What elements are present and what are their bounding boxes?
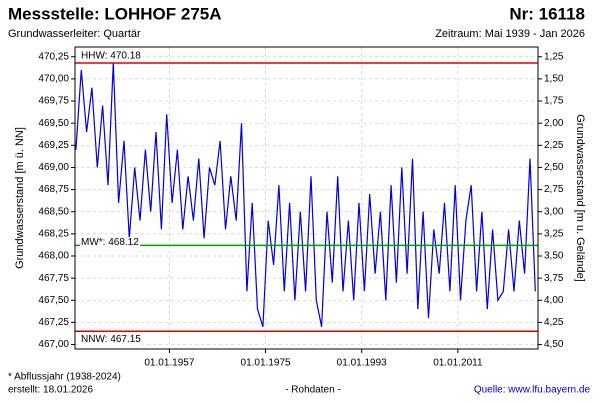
data-note: - Rohdaten - xyxy=(285,385,341,396)
y-tick-label: 467,25 xyxy=(38,317,69,328)
source-link[interactable]: Quelle: www.lfu.bayern.de xyxy=(474,385,591,396)
chart-title: Messstelle: LOHHOF 275A xyxy=(8,4,222,23)
y-tick-label: 467,00 xyxy=(38,339,69,350)
reference-label-bg xyxy=(80,333,143,345)
y-tick-label: 470,25 xyxy=(38,51,69,62)
y2-tick-label: 4,50 xyxy=(544,339,564,350)
reference-label: HHW: 470.18 xyxy=(81,51,141,62)
y2-tick-label: 1,50 xyxy=(544,74,564,85)
reference-label: MW*: 468.12 xyxy=(81,237,139,248)
x-tick-label: 01.01.1957 xyxy=(144,358,194,369)
footnote: * Abflussjahr (1938-2024) xyxy=(8,372,121,383)
y2-tick-label: 3,75 xyxy=(544,273,564,284)
y2-tick-label: 2,00 xyxy=(544,118,564,129)
y2-tick-label: 1,75 xyxy=(544,96,564,107)
y2-tick-label: 4,25 xyxy=(544,317,564,328)
created-date: erstellt: 18.01.2026 xyxy=(8,385,93,396)
x-tick-label: 01.01.2011 xyxy=(433,358,483,369)
y2-tick-label: 2,25 xyxy=(544,140,564,151)
data-line xyxy=(75,62,536,328)
y-tick-label: 468,50 xyxy=(38,206,69,217)
y2-axis-label: Grundwasserstand [m u. Gelände] xyxy=(574,114,586,282)
y-tick-label: 470,00 xyxy=(38,74,69,85)
y2-tick-label: 3,50 xyxy=(544,251,564,262)
subtitle: Grundwasserleiter: Quartär xyxy=(8,28,141,40)
y2-tick-label: 4,00 xyxy=(544,295,564,306)
plot-area xyxy=(75,47,538,349)
period: Zeitraum: Mai 1939 - Jan 2026 xyxy=(435,28,585,40)
x-tick-label: 01.01.1993 xyxy=(337,358,387,369)
plot-frame xyxy=(74,46,539,350)
reference-label: NNW: 467.15 xyxy=(81,334,141,345)
y-tick-label: 469,50 xyxy=(38,118,69,129)
y2-tick-label: 1,25 xyxy=(544,51,564,62)
y-tick-label: 467,75 xyxy=(38,273,69,284)
y-tick-label: 468,00 xyxy=(38,251,69,262)
y-tick-label: 468,75 xyxy=(38,184,69,195)
y-tick-label: 468,25 xyxy=(38,229,69,240)
y-tick-label: 467,50 xyxy=(38,295,69,306)
y2-tick-label: 2,75 xyxy=(544,184,564,195)
station-number: Nr: 16118 xyxy=(509,4,585,23)
y2-tick-label: 3,25 xyxy=(544,229,564,240)
y-axis-label: Grundwasserstand [m ü. NN] xyxy=(14,127,26,269)
y2-tick-label: 3,00 xyxy=(544,206,564,217)
reference-label-bg xyxy=(80,50,143,62)
reference-label-bg xyxy=(80,237,141,249)
x-tick-label: 01.01.1975 xyxy=(241,358,291,369)
y-tick-label: 469,25 xyxy=(38,140,69,151)
y-tick-label: 469,00 xyxy=(38,162,69,173)
y2-tick-label: 2,50 xyxy=(544,162,564,173)
y-tick-label: 469,75 xyxy=(38,96,69,107)
